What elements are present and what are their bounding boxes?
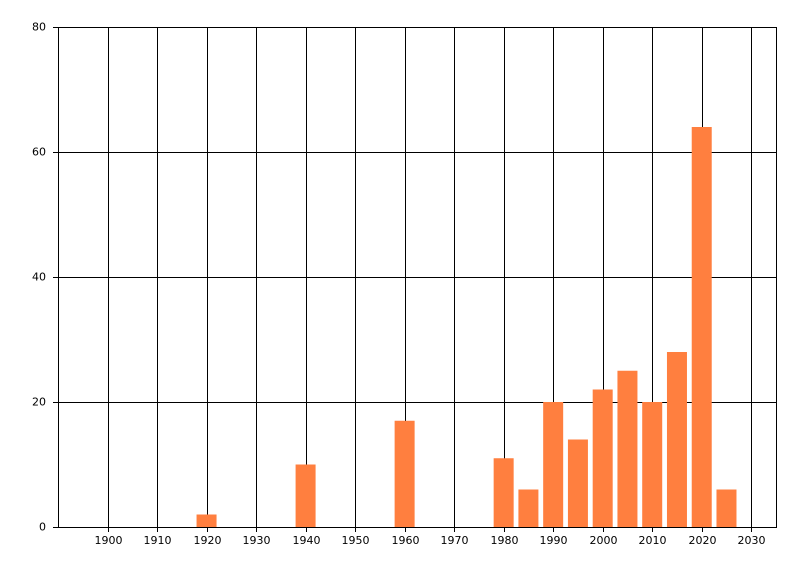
x-tick-label: 1900	[95, 534, 123, 547]
bar	[592, 389, 613, 527]
bar	[394, 420, 415, 527]
x-tick-label: 2010	[639, 534, 667, 547]
x-tick-label: 2020	[689, 534, 717, 547]
x-tick-label: 1940	[293, 534, 321, 547]
bar	[518, 489, 539, 527]
x-tick-label: 1930	[243, 534, 271, 547]
y-tick-label: 40	[32, 271, 46, 284]
x-tick-label: 2030	[738, 534, 766, 547]
bar	[196, 514, 217, 527]
bar	[567, 439, 588, 527]
y-tick-label: 0	[39, 521, 46, 534]
x-tick-label: 1980	[491, 534, 519, 547]
bar	[691, 127, 712, 527]
bar	[295, 464, 316, 527]
x-tick-label: 2000	[590, 534, 618, 547]
bar	[493, 458, 514, 527]
x-tick-label: 1950	[342, 534, 370, 547]
y-tick-label: 20	[32, 396, 46, 409]
x-tick-label: 1970	[441, 534, 469, 547]
bar	[642, 402, 663, 527]
bar	[543, 402, 564, 527]
bar	[666, 352, 687, 527]
x-tick-label: 1960	[392, 534, 420, 547]
x-tick-label: 1910	[144, 534, 172, 547]
y-tick-label: 60	[32, 146, 46, 159]
x-tick-label: 1990	[540, 534, 568, 547]
bar	[716, 489, 737, 527]
x-tick-label: 1920	[194, 534, 222, 547]
bar	[617, 370, 638, 527]
y-tick-label: 80	[32, 21, 46, 34]
